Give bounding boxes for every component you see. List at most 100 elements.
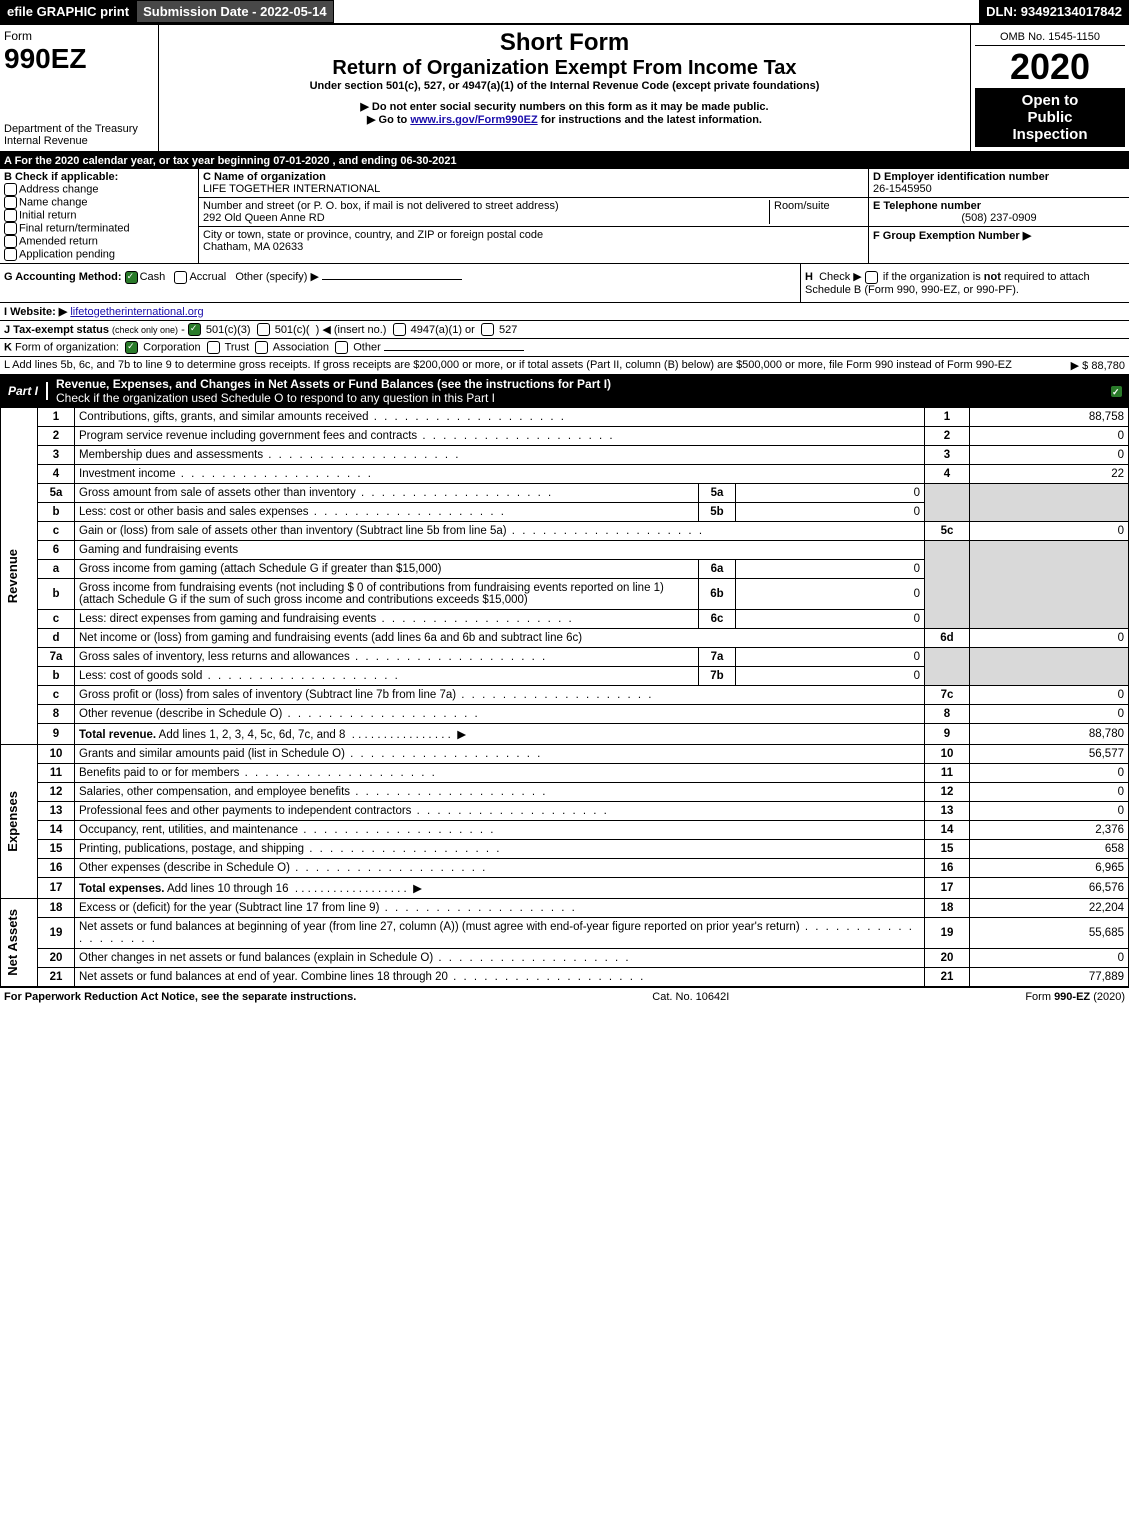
chk-corporation[interactable] [125, 341, 138, 354]
l5b-ml: 5b [699, 503, 736, 522]
header-right: OMB No. 1545-1150 2020 Open to Public In… [971, 25, 1129, 151]
chk-name-change[interactable]: Name change [4, 196, 194, 209]
chk-final-return[interactable]: Final return/terminated [4, 222, 194, 235]
chk-501c[interactable] [257, 323, 270, 336]
cell-org-name: C Name of organization LIFE TOGETHER INT… [199, 169, 868, 198]
ein-label: D Employer identification number [873, 171, 1125, 183]
l3-desc: Membership dues and assessments [75, 446, 925, 465]
l6-desc: Gaming and fundraising events [75, 541, 925, 560]
l16-rnum: 16 [925, 859, 970, 878]
l19-rval: 55,685 [970, 918, 1129, 949]
cell-address: Number and street (or P. O. box, if mail… [199, 198, 868, 227]
chk-initial-return[interactable]: Initial return [4, 209, 194, 222]
l18-num: 18 [38, 899, 75, 918]
ein-value: 26-1545950 [873, 183, 1125, 195]
l5b-desc: Less: cost or other basis and sales expe… [75, 503, 699, 522]
l7a-num: 7a [38, 648, 75, 667]
city-label: City or town, state or province, country… [203, 229, 864, 241]
cell-telephone: E Telephone number (508) 237-0909 [869, 198, 1129, 227]
website-link[interactable]: lifetogetherinternational.org [70, 306, 203, 318]
l9-rval: 88,780 [970, 724, 1129, 745]
box-b: B Check if applicable: Address change Na… [0, 169, 199, 263]
l6b-ml: 6b [699, 579, 736, 610]
l20-rnum: 20 [925, 949, 970, 968]
l11-rnum: 11 [925, 764, 970, 783]
line-7c: c Gross profit or (loss) from sales of i… [1, 686, 1129, 705]
line-21: 21 Net assets or fund balances at end of… [1, 968, 1129, 987]
line-13: 13 Professional fees and other payments … [1, 802, 1129, 821]
l19-num: 19 [38, 918, 75, 949]
chk-501c3[interactable] [188, 323, 201, 336]
chk-application-pending[interactable]: Application pending [4, 248, 194, 261]
l2-desc: Program service revenue including govern… [75, 427, 925, 446]
tel-label: E Telephone number [873, 200, 1125, 212]
l20-rval: 0 [970, 949, 1129, 968]
cell-city: City or town, state or province, country… [199, 227, 868, 255]
chk-association[interactable] [255, 341, 268, 354]
l9-rnum: 9 [925, 724, 970, 745]
chk-cash[interactable] [125, 271, 138, 284]
l6a-desc: Gross income from gaming (attach Schedul… [75, 560, 699, 579]
l19-rnum: 19 [925, 918, 970, 949]
l5a-mv: 0 [736, 484, 925, 503]
footer-mid: Cat. No. 10642I [652, 991, 729, 1003]
l6a-num: a [38, 560, 75, 579]
g-label: G Accounting Method: [4, 271, 122, 283]
l6-grey [925, 541, 970, 629]
l12-desc: Salaries, other compensation, and employ… [75, 783, 925, 802]
l15-num: 15 [38, 840, 75, 859]
part1-sub: Check if the organization used Schedule … [56, 391, 495, 405]
l10-rval: 56,577 [970, 745, 1129, 764]
l6d-rnum: 6d [925, 629, 970, 648]
l9-num: 9 [38, 724, 75, 745]
irs-link[interactable]: www.irs.gov/Form990EZ [410, 114, 537, 126]
l6c-ml: 6c [699, 610, 736, 629]
under-section: Under section 501(c), 527, or 4947(a)(1)… [163, 80, 966, 92]
part1-check[interactable] [1106, 382, 1129, 400]
l21-num: 21 [38, 968, 75, 987]
chk-trust[interactable] [207, 341, 220, 354]
chk-sched-b[interactable] [865, 271, 878, 284]
efile-label[interactable]: efile GRAPHIC print [0, 0, 136, 23]
chk-address-change[interactable]: Address change [4, 183, 194, 196]
line-19: 19 Net assets or fund balances at beginn… [1, 918, 1129, 949]
header-center: Short Form Return of Organization Exempt… [159, 25, 971, 151]
row-g: G Accounting Method: Cash Accrual Other … [0, 264, 801, 302]
l6b-num: b [38, 579, 75, 610]
l7b-num: b [38, 667, 75, 686]
l11-desc: Benefits paid to or for members [75, 764, 925, 783]
row-l-text: L Add lines 5b, 6c, and 7b to line 9 to … [4, 359, 1063, 372]
l6d-num: d [38, 629, 75, 648]
submission-date: Submission Date - 2022-05-14 [136, 0, 334, 23]
l5a-desc: Gross amount from sale of assets other t… [75, 484, 699, 503]
line-6: 6 Gaming and fundraising events [1, 541, 1129, 560]
chk-527[interactable] [481, 323, 494, 336]
l4-rval: 22 [970, 465, 1129, 484]
open2: Public [979, 109, 1121, 126]
opt-address-change: Address change [19, 183, 99, 195]
l4-rnum: 4 [925, 465, 970, 484]
chk-4947[interactable] [393, 323, 406, 336]
footer: For Paperwork Reduction Act Notice, see … [0, 987, 1129, 1006]
chk-other-org[interactable] [335, 341, 348, 354]
line-2: 2 Program service revenue including gove… [1, 427, 1129, 446]
chk-accrual[interactable] [174, 271, 187, 284]
footer-left: For Paperwork Reduction Act Notice, see … [4, 991, 356, 1003]
l18-desc: Excess or (deficit) for the year (Subtra… [75, 899, 925, 918]
opt-initial-return: Initial return [19, 209, 76, 221]
row-l-value: ▶ $ 88,780 [1063, 359, 1125, 372]
box-def: D Employer identification number 26-1545… [869, 169, 1129, 263]
part1-title: Revenue, Expenses, and Changes in Net As… [48, 375, 1106, 407]
row-a-calendar: A For the 2020 calendar year, or tax yea… [0, 153, 1129, 169]
form-header: Form 990EZ Department of the Treasury In… [0, 25, 1129, 153]
l6c-desc: Less: direct expenses from gaming and fu… [75, 610, 699, 629]
chk-amended-return[interactable]: Amended return [4, 235, 194, 248]
l20-desc: Other changes in net assets or fund bala… [75, 949, 925, 968]
l7a-ml: 7a [699, 648, 736, 667]
opt-application-pending: Application pending [19, 248, 115, 260]
other-specify-line[interactable] [322, 279, 462, 280]
footer-right: Form 990-EZ (2020) [1025, 991, 1125, 1003]
l4-desc: Investment income [75, 465, 925, 484]
other-org-line[interactable] [384, 350, 524, 351]
l1-rnum: 1 [925, 408, 970, 427]
